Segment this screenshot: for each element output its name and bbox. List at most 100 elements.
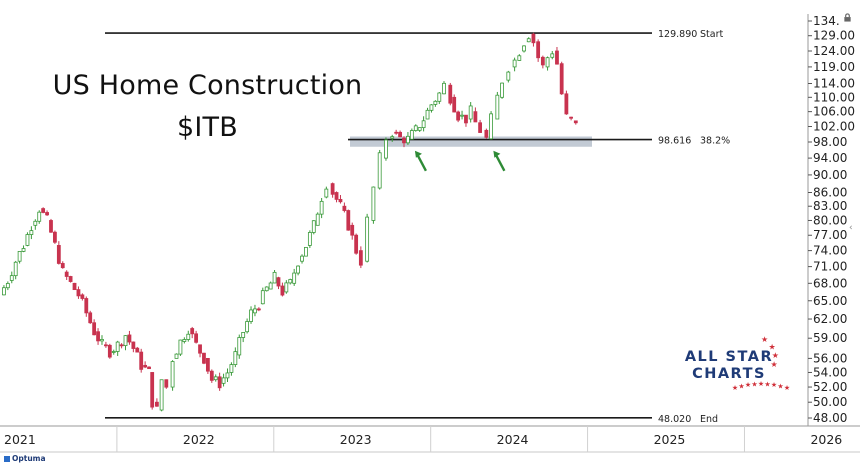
y-tick-label: 102.00 bbox=[813, 120, 855, 134]
candle-body bbox=[413, 125, 418, 131]
candles-layer bbox=[2, 32, 578, 412]
candle-body bbox=[268, 282, 273, 290]
candle-body bbox=[139, 351, 144, 370]
candle-body bbox=[25, 234, 30, 246]
candle-body bbox=[484, 129, 489, 138]
x-tick-label: 2025 bbox=[654, 432, 686, 447]
candle-body bbox=[56, 245, 61, 264]
logo-star: ★ bbox=[770, 360, 777, 369]
candle-body bbox=[569, 116, 573, 119]
candle-body bbox=[119, 344, 124, 347]
candle-body bbox=[342, 205, 347, 211]
candle-body bbox=[354, 234, 359, 254]
y-tick-label: 77.00 bbox=[813, 228, 847, 242]
x-tick-label: 2024 bbox=[497, 432, 529, 447]
logo-star: ★ bbox=[764, 380, 770, 388]
candle-body bbox=[296, 265, 300, 274]
logo-star: ★ bbox=[769, 342, 776, 351]
candle-body bbox=[330, 183, 335, 195]
y-tick-label: 71.00 bbox=[813, 260, 847, 274]
candle-body bbox=[512, 59, 517, 68]
candle-body bbox=[495, 94, 500, 120]
candle-body bbox=[338, 198, 343, 203]
candle-body bbox=[217, 376, 222, 389]
y-tick-label: 134. bbox=[813, 14, 840, 28]
logo-star: ★ bbox=[771, 381, 777, 389]
candle-body bbox=[159, 379, 164, 411]
level-tag-label: Start bbox=[700, 29, 723, 40]
level-tag-label: 38.2% bbox=[700, 136, 730, 147]
candle-body bbox=[319, 200, 324, 215]
candle-body bbox=[564, 93, 569, 115]
y-tick-label: 50.00 bbox=[813, 395, 847, 409]
candle-body bbox=[37, 211, 42, 222]
candle-body bbox=[350, 224, 355, 236]
y-tick-label: 74.00 bbox=[813, 244, 847, 258]
candle-body bbox=[550, 53, 555, 58]
logo-star: ★ bbox=[772, 351, 779, 360]
logo-star: ★ bbox=[777, 382, 783, 390]
candle-body bbox=[213, 376, 218, 381]
candle-body bbox=[433, 100, 438, 105]
arrows-layer bbox=[414, 150, 506, 172]
candle-body bbox=[421, 120, 426, 129]
y-tick-label: 110.00 bbox=[813, 90, 855, 104]
y-tick-label: 119.00 bbox=[813, 60, 855, 74]
candle-body bbox=[468, 105, 473, 120]
candle-body bbox=[5, 283, 10, 289]
x-axis: 2021 2022 2023 2024 2025 2026 bbox=[4, 426, 842, 452]
candle-body bbox=[464, 114, 468, 124]
candle-body bbox=[429, 104, 434, 111]
candle-body bbox=[460, 114, 464, 117]
candle-body bbox=[17, 251, 22, 262]
candle-body bbox=[53, 231, 57, 243]
candle-body bbox=[186, 333, 191, 340]
candle-body bbox=[280, 285, 285, 296]
candle-body bbox=[442, 82, 446, 95]
candle-body bbox=[531, 33, 536, 44]
candle-body bbox=[225, 372, 230, 379]
candle-body bbox=[300, 255, 304, 262]
chart-subtitle: $ITB bbox=[177, 112, 238, 143]
logo-star-arc: ★★★★★ ★ ★ ★ ★ ★ ★ ★ ★ bbox=[732, 335, 790, 392]
candle-body bbox=[500, 82, 504, 98]
candle-body bbox=[84, 298, 89, 314]
candle-body bbox=[406, 135, 410, 144]
candle-body bbox=[80, 294, 85, 299]
chevron-left-icon[interactable]: ‹ bbox=[849, 223, 853, 233]
y-tick-label: 59.00 bbox=[813, 331, 847, 345]
candle-body bbox=[573, 120, 578, 124]
y-tick-label: 94.00 bbox=[813, 151, 847, 165]
y-tick-label: 106.00 bbox=[813, 105, 855, 119]
logo-star: ★ bbox=[751, 380, 757, 388]
y-tick-label: 48.00 bbox=[813, 411, 847, 425]
candle-body bbox=[9, 275, 14, 281]
candle-body bbox=[13, 261, 18, 277]
candle-body bbox=[377, 152, 382, 189]
support-arrow bbox=[494, 153, 506, 172]
lock-icon[interactable] bbox=[843, 13, 852, 22]
y-tick-label: 52.00 bbox=[813, 380, 847, 394]
candle-body bbox=[170, 361, 175, 388]
candle-body bbox=[288, 279, 293, 284]
candle-body bbox=[555, 50, 559, 65]
candle-body bbox=[150, 372, 155, 408]
candle-body bbox=[253, 308, 257, 314]
candle-body bbox=[536, 41, 541, 59]
logo-star: ★ bbox=[758, 380, 764, 388]
candle-body bbox=[127, 334, 132, 343]
candle-body bbox=[21, 248, 26, 252]
candle-body bbox=[205, 357, 210, 372]
candle-body bbox=[559, 63, 564, 95]
candle-body bbox=[41, 208, 46, 213]
candle-body bbox=[506, 71, 511, 81]
y-tick-label: 65.00 bbox=[813, 294, 847, 308]
candle-body bbox=[190, 328, 195, 335]
candle-body bbox=[371, 186, 376, 221]
candle-body bbox=[425, 109, 430, 120]
support-arrow bbox=[415, 153, 427, 172]
provider-icon bbox=[4, 456, 10, 462]
candle-body bbox=[264, 286, 269, 292]
candle-body bbox=[131, 341, 136, 349]
